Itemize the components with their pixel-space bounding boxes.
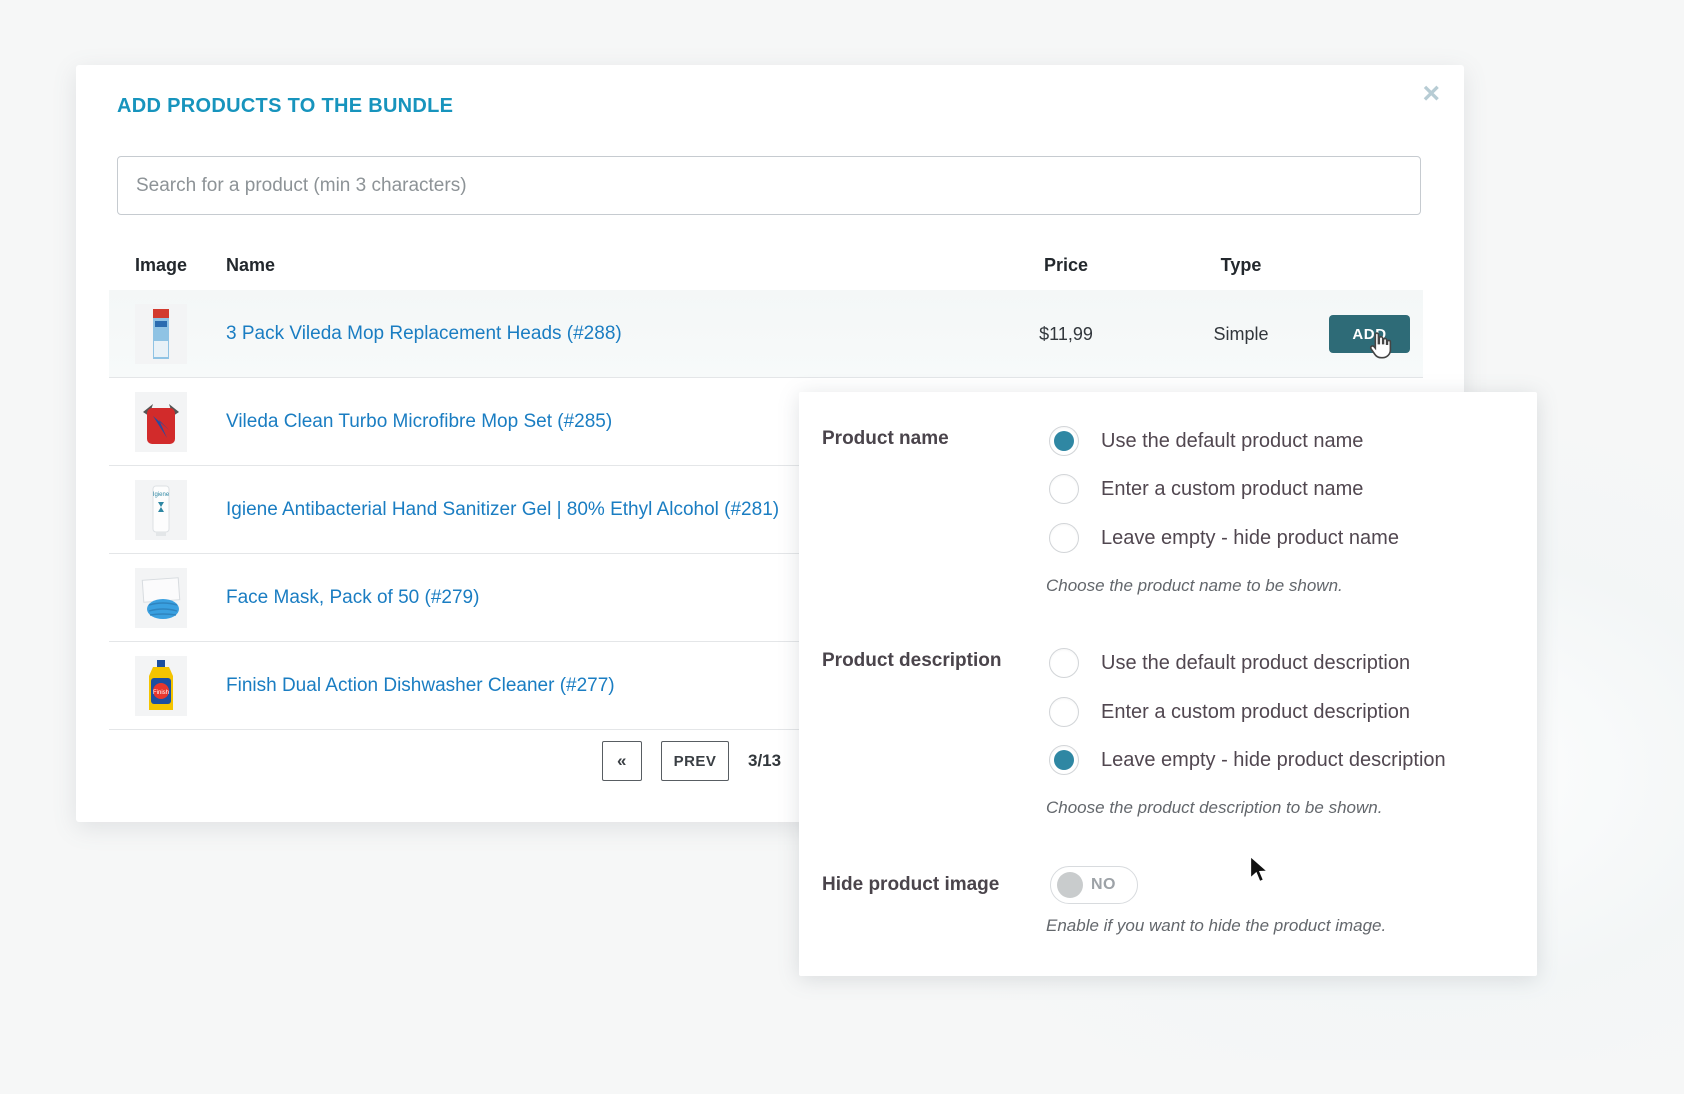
radio-option-custom-description: Enter a custom product description: [1049, 697, 1410, 727]
radio-option-label: Leave empty - hide product name: [1101, 526, 1399, 549]
radio-option-label: Enter a custom product description: [1101, 700, 1411, 723]
product-price: $11,99: [1039, 323, 1093, 344]
product-thumbnail: [135, 304, 187, 364]
product-name-link[interactable]: 3 Pack Vileda Mop Replacement Heads (#28…: [226, 323, 622, 344]
radio-option-default-description: Use the default product description: [1049, 648, 1410, 678]
radio-option-label: Enter a custom product name: [1101, 477, 1364, 500]
radio-option-hide-name: Leave empty - hide product name: [1049, 523, 1399, 553]
product-name-link[interactable]: Finish Dual Action Dishwasher Cleaner (#…: [226, 675, 615, 696]
product-name-link[interactable]: Igiene Antibacterial Hand Sanitizer Gel …: [226, 499, 780, 520]
mop-heads-box-image: [153, 309, 169, 359]
svg-text:Igiene: Igiene: [153, 492, 170, 498]
product-thumbnail: Igiene: [135, 480, 187, 540]
radio-button[interactable]: [1049, 697, 1079, 727]
table-row: Face Mask, Pack of 50 (#279): [109, 554, 1423, 642]
red-mop-bucket-image: [143, 404, 179, 444]
hide-image-hint: Enable if you want to hide the product i…: [1046, 916, 1387, 935]
hide-image-toggle[interactable]: NO: [1050, 866, 1138, 904]
sanitizer-tube-image: Igiene: [152, 485, 170, 536]
table-row: Finish Finish Dual Action Dishwasher Cle…: [109, 642, 1423, 730]
radio-option-hide-description: Leave empty - hide product description: [1049, 745, 1446, 775]
column-header-type: Type: [1220, 255, 1262, 275]
modal-title: ADD PRODUCTS TO THE BUNDLE: [117, 95, 454, 117]
product-options-panel: Product name Use the default product nam…: [799, 392, 1537, 976]
product-name-link[interactable]: Vileda Clean Turbo Microfibre Mop Set (#…: [226, 411, 613, 432]
table-row: Igiene Igiene Antibacterial Hand Sanitiz…: [109, 466, 1423, 554]
radio-option-custom-name: Enter a custom product name: [1049, 474, 1363, 504]
radio-option-label: Use the default product description: [1101, 651, 1411, 674]
radio-button[interactable]: [1049, 474, 1079, 504]
product-search-input[interactable]: [117, 156, 1421, 215]
radio-button[interactable]: [1049, 523, 1079, 553]
radio-button[interactable]: [1049, 745, 1079, 775]
toggle-state-label: NO: [1091, 876, 1116, 893]
column-header-image: Image: [135, 255, 188, 275]
dishwasher-cleaner-bottle-image: Finish: [149, 660, 173, 710]
product-thumbnail: Finish: [135, 656, 187, 716]
radio-button[interactable]: [1049, 648, 1079, 678]
radio-option-label: Use the default product name: [1101, 429, 1364, 452]
add-product-button[interactable]: ADD: [1329, 315, 1410, 353]
product-thumbnail: [135, 568, 187, 628]
column-header-name: Name: [226, 255, 276, 275]
toggle-knob: [1057, 872, 1083, 898]
radio-option-label: Leave empty - hide product description: [1101, 748, 1446, 771]
svg-text:Finish: Finish: [153, 690, 169, 696]
pagination-prev-button[interactable]: PREV: [661, 741, 729, 781]
table-row: Vileda Clean Turbo Microfibre Mop Set (#…: [109, 378, 1423, 466]
radio-option-default-name: Use the default product name: [1049, 426, 1363, 456]
table-row: 3 Pack Vileda Mop Replacement Heads (#28…: [109, 290, 1423, 378]
pagination-first-button[interactable]: «: [602, 741, 642, 781]
product-name-label: Product name: [822, 428, 949, 449]
product-description-label: Product description: [822, 650, 1002, 671]
product-type: Simple: [1213, 323, 1269, 344]
product-description-hint: Choose the product description to be sho…: [1046, 798, 1383, 817]
product-thumbnail: [135, 392, 187, 452]
product-name-hint: Choose the product name to be shown.: [1046, 576, 1343, 595]
face-mask-box-image: [141, 577, 181, 619]
column-header-price: Price: [1043, 255, 1089, 275]
table-header: Image Name Price Type: [117, 255, 1421, 285]
hide-product-image-label: Hide product image: [822, 874, 1000, 895]
pagination-page-indicator: 3/13: [748, 751, 782, 770]
radio-button[interactable]: [1049, 426, 1079, 456]
product-name-link[interactable]: Face Mask, Pack of 50 (#279): [226, 587, 480, 608]
close-icon[interactable]: ×: [1422, 77, 1440, 110]
